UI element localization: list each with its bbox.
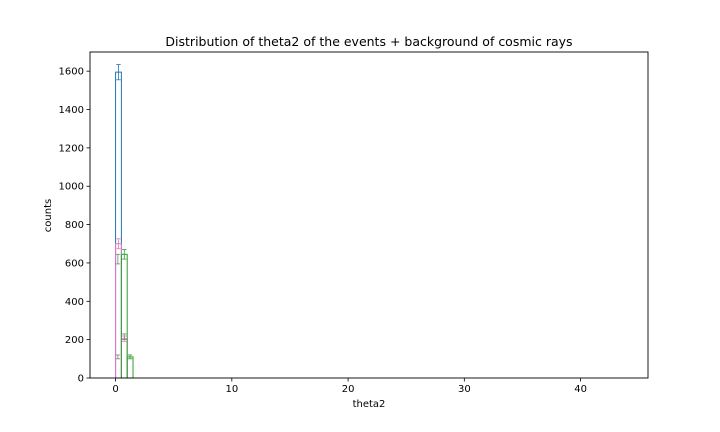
y-tick-label: 800 <box>65 220 84 231</box>
y-tick-label: 1400 <box>59 105 84 116</box>
plot-frame <box>89 51 649 379</box>
x-tick-label: 0 <box>112 384 118 395</box>
y-tick-label: 1200 <box>59 143 84 154</box>
x-tick-label: 40 <box>574 384 587 395</box>
y-tick-label: 400 <box>65 297 84 308</box>
y-tick-label: 1600 <box>59 67 84 78</box>
chart-title: Distribution of theta2 of the events + b… <box>165 34 572 49</box>
x-tick-label: 10 <box>225 384 238 395</box>
x-axis-label: theta2 <box>353 399 386 410</box>
x-tick-label: 30 <box>458 384 471 395</box>
y-tick-label: 1000 <box>59 182 84 193</box>
x-tick-label: 20 <box>342 384 355 395</box>
y-tick-label: 0 <box>78 374 84 385</box>
y-tick-label: 200 <box>65 335 84 346</box>
y-axis-label: counts <box>43 199 54 232</box>
y-tick-label: 600 <box>65 258 84 269</box>
